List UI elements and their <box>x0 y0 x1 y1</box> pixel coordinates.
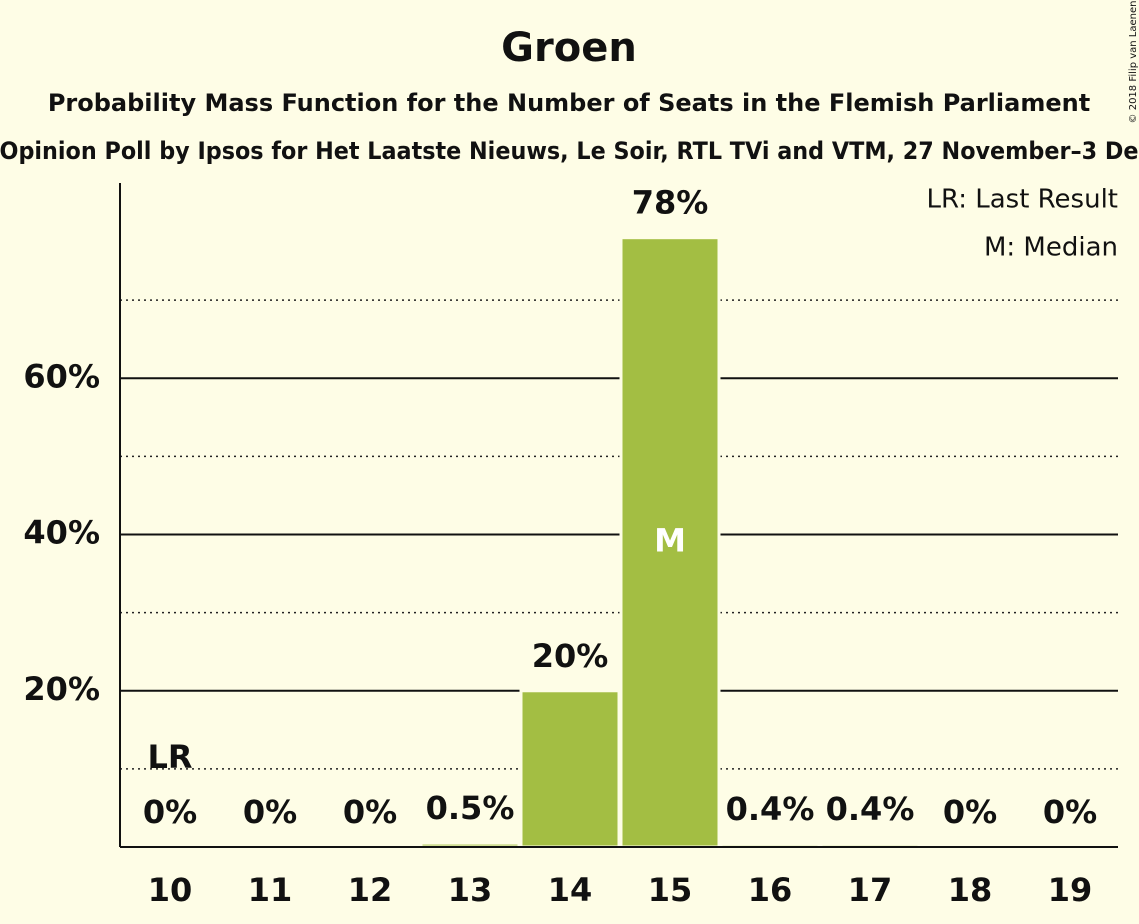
chart-subtitle: Probability Mass Function for the Number… <box>48 89 1090 117</box>
annotation: LR <box>147 738 192 776</box>
x-tick-label: 17 <box>848 871 893 909</box>
x-tick-label: 11 <box>248 871 293 909</box>
annotation: M <box>654 521 686 559</box>
y-tick-label: 60% <box>23 357 100 395</box>
value-label: 0.4% <box>726 790 815 828</box>
value-label: 0% <box>343 793 397 831</box>
chart-subtitle: Opinion Poll by Ipsos for Het Laatste Ni… <box>0 137 1139 165</box>
value-label: 20% <box>532 637 609 675</box>
x-tick-label: 10 <box>148 871 193 909</box>
x-tick-label: 14 <box>548 871 593 909</box>
y-tick-label: 40% <box>23 514 100 552</box>
legend-entry: LR: Last Result <box>926 185 1118 215</box>
chart-title: Groen <box>501 25 637 71</box>
value-label: 78% <box>632 184 709 222</box>
value-label: 0% <box>943 793 997 831</box>
value-label: 0% <box>1043 793 1097 831</box>
value-label: 0% <box>243 793 297 831</box>
x-tick-label: 19 <box>1048 871 1093 909</box>
value-label: 0% <box>143 793 197 831</box>
bar <box>619 236 721 849</box>
x-tick-label: 15 <box>648 871 693 909</box>
x-tick-label: 18 <box>948 871 993 909</box>
legend-entry: M: Median <box>984 233 1118 263</box>
x-tick-label: 12 <box>348 871 393 909</box>
bar <box>519 689 621 849</box>
y-tick-label: 20% <box>23 670 100 708</box>
credit: © 2018 Filip van Laenen <box>1128 1 1139 124</box>
x-tick-label: 13 <box>448 871 493 909</box>
x-tick-label: 16 <box>748 871 793 909</box>
value-label: 0.4% <box>826 790 915 828</box>
value-label: 0.5% <box>426 789 515 827</box>
